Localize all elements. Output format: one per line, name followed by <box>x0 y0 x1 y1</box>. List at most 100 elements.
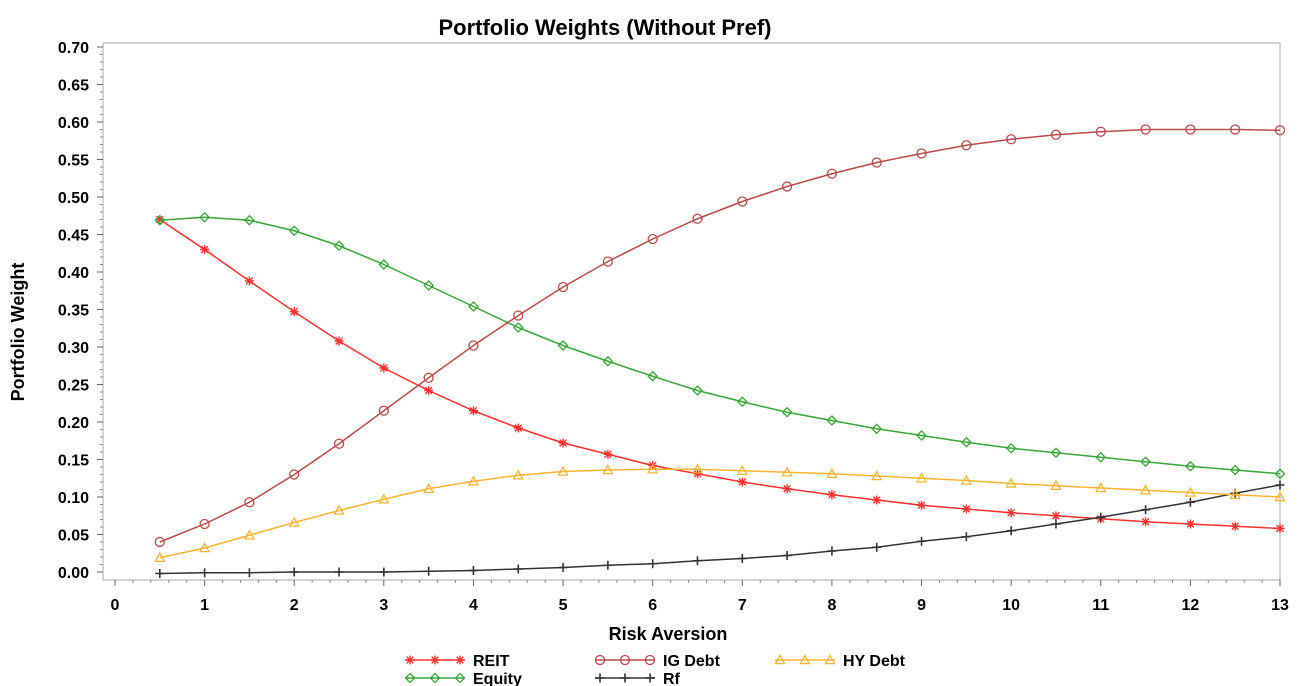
y-tick-label: 0.10 <box>58 490 89 507</box>
x-tick-label: 9 <box>917 597 926 614</box>
y-tick-label: 0.60 <box>58 115 89 132</box>
data-point <box>1095 451 1107 463</box>
x-tick-label: 3 <box>379 597 388 614</box>
data-point <box>154 536 165 548</box>
data-point <box>558 563 568 572</box>
data-point <box>781 181 793 192</box>
legend-marker <box>430 655 440 665</box>
legend-marker <box>455 655 465 665</box>
data-point <box>871 157 882 168</box>
legend-label: Equity <box>473 671 522 686</box>
data-point <box>199 211 211 223</box>
data-point <box>960 474 972 485</box>
data-point <box>826 168 838 179</box>
y-tick-label: 0.50 <box>58 190 89 207</box>
data-point <box>1275 524 1285 533</box>
series-line <box>159 216 1281 475</box>
y-tick-label: 0.25 <box>58 378 89 395</box>
data-point <box>693 556 702 566</box>
data-point <box>602 256 614 267</box>
legend-item-ig-debt: IG Debt <box>594 653 721 670</box>
x-axis: 0 1 2 3 4 5 6 7 8 9 10 11 12 13 <box>111 580 1289 614</box>
data-point <box>468 340 479 351</box>
data-point <box>736 464 748 476</box>
data-point <box>1274 468 1286 480</box>
data-point <box>961 504 971 514</box>
data-point <box>244 568 254 578</box>
data-point <box>782 484 792 494</box>
data-point <box>1185 497 1195 507</box>
data-point <box>289 307 299 317</box>
y-tick-label: 0.55 <box>58 153 89 170</box>
plot-area <box>102 42 1281 581</box>
legend-marker <box>824 654 836 665</box>
data-point <box>513 423 523 433</box>
data-point <box>826 415 838 426</box>
series-line <box>159 128 1281 543</box>
data-point <box>871 423 883 435</box>
data-point <box>917 536 927 546</box>
data-point <box>647 370 659 382</box>
data-point <box>333 438 345 449</box>
data-point <box>423 482 435 494</box>
y-tick-label: 0.40 <box>58 265 89 282</box>
data-point <box>1006 134 1017 145</box>
data-point <box>1185 519 1195 529</box>
data-point <box>379 363 389 373</box>
data-point <box>1230 124 1241 135</box>
data-point <box>1274 491 1286 502</box>
legend-label: Rf <box>663 671 681 686</box>
legend-item-hy-debt: HY Debt <box>774 653 906 670</box>
legend-marker <box>454 672 466 684</box>
data-point <box>1005 442 1017 454</box>
data-point <box>602 464 614 475</box>
data-point <box>1141 517 1151 527</box>
data-point <box>782 551 792 560</box>
data-point <box>424 386 434 395</box>
legend-marker <box>404 672 416 684</box>
data-point <box>737 554 747 563</box>
data-point <box>781 406 793 418</box>
data-point <box>1051 511 1061 521</box>
series-line <box>159 468 1281 559</box>
data-point <box>289 469 300 480</box>
data-point <box>961 140 972 151</box>
data-point <box>692 385 703 396</box>
data-point <box>1095 482 1107 493</box>
data-point <box>468 301 479 312</box>
data-point <box>648 559 658 569</box>
chart-title: Portfolio Weights (Without Pref) <box>438 15 771 40</box>
data-point <box>512 469 524 480</box>
x-tick-label: 0 <box>111 597 120 614</box>
data-point <box>736 396 748 408</box>
series-hy-debt <box>154 463 1286 562</box>
data-point <box>1095 126 1106 137</box>
data-point <box>557 281 569 293</box>
series-rf <box>155 480 1285 578</box>
data-point <box>1184 460 1196 472</box>
data-point <box>1006 508 1016 518</box>
data-point <box>1274 125 1286 136</box>
legend-marker <box>619 654 631 666</box>
data-point <box>1050 129 1062 140</box>
legend-marker <box>620 673 630 683</box>
y-tick-label: 0.65 <box>58 78 89 95</box>
data-point <box>1051 519 1061 529</box>
legend-marker <box>799 654 811 665</box>
data-point <box>737 477 747 487</box>
data-point <box>200 245 210 254</box>
data-point <box>288 225 300 237</box>
data-point <box>960 436 972 448</box>
x-tick-label: 7 <box>738 597 747 614</box>
x-tick-label: 13 <box>1271 597 1289 614</box>
series-equity <box>154 211 1286 480</box>
data-point <box>423 280 435 291</box>
y-tick-label: 0.35 <box>58 303 89 320</box>
data-point <box>378 405 389 416</box>
data-point <box>468 406 478 416</box>
data-point <box>737 196 748 207</box>
data-point <box>1184 486 1196 497</box>
data-point <box>872 542 882 552</box>
